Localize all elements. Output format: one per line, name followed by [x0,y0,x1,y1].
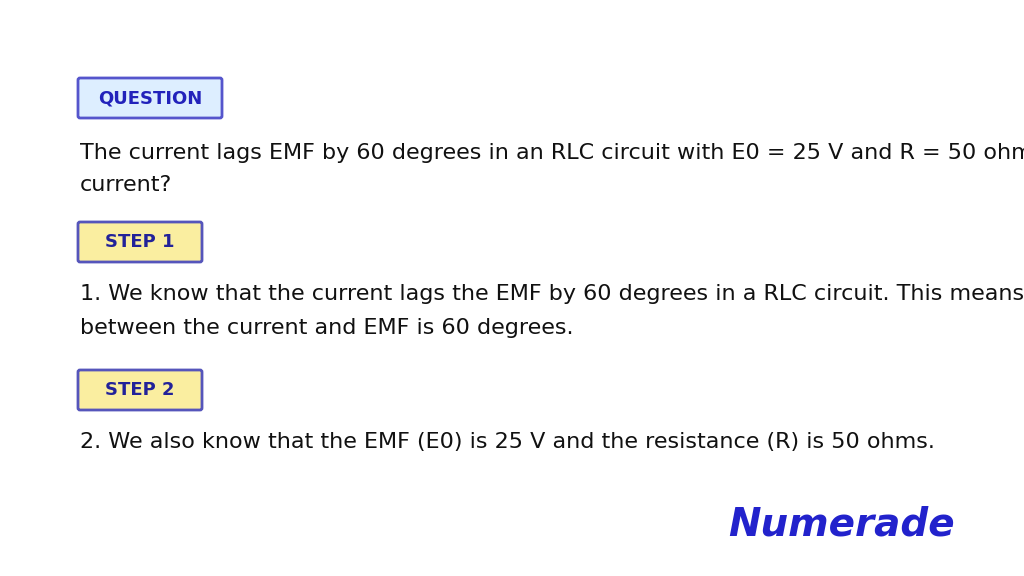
FancyBboxPatch shape [78,370,202,410]
FancyBboxPatch shape [78,222,202,262]
FancyBboxPatch shape [78,78,222,118]
Text: The current lags EMF by 60 degrees in an RLC circuit with E0 = 25 V and R = 50 o: The current lags EMF by 60 degrees in an… [80,143,1024,163]
Text: 1. We know that the current lags the EMF by 60 degrees in a RLC circuit. This me: 1. We know that the current lags the EMF… [80,284,1024,304]
Text: Numerade: Numerade [728,505,955,543]
Text: STEP 2: STEP 2 [105,381,175,399]
Text: between the current and EMF is 60 degrees.: between the current and EMF is 60 degree… [80,318,573,338]
Text: STEP 1: STEP 1 [105,233,175,251]
Text: current?: current? [80,175,172,195]
Text: QUESTION: QUESTION [98,89,202,107]
Text: 2. We also know that the EMF (E0) is 25 V and the resistance (R) is 50 ohms.: 2. We also know that the EMF (E0) is 25 … [80,432,935,452]
